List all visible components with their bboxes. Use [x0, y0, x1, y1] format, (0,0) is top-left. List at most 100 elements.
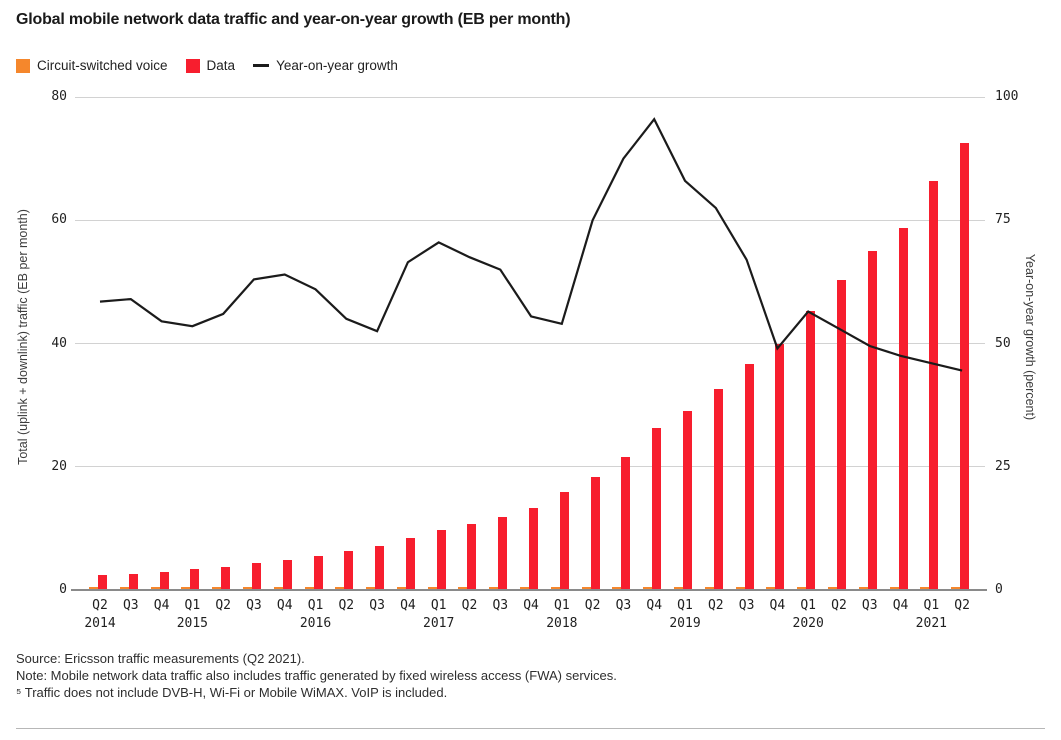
growth-line [99, 117, 963, 372]
legend-item-2: Year-on-year growth [253, 58, 398, 73]
x-tick-label: Q2 [338, 598, 355, 613]
traffic-growth-chart: Total (uplink + downlink) traffic (EB pe… [16, 89, 1037, 631]
data-bar [467, 524, 477, 589]
data-bar [128, 574, 138, 589]
legend-label: Data [206, 58, 236, 73]
legend-item-0: Circuit-switched voice [16, 58, 168, 73]
voice-bar [827, 587, 837, 589]
y-tick-label-left: 40 [51, 335, 67, 351]
y-tick-label-right: 25 [995, 458, 1011, 474]
x-tick-label: Q2 [215, 598, 231, 613]
square-marker-icon [16, 58, 30, 73]
gridline [75, 219, 985, 221]
square-marker-icon [185, 58, 200, 73]
y-tick-label-left: 80 [51, 89, 67, 104]
data-bar [836, 280, 846, 589]
voice-bar [489, 587, 499, 589]
data-bar [405, 538, 415, 589]
voice-bar [520, 587, 530, 589]
data-bar [344, 551, 354, 589]
data-bar [621, 457, 631, 589]
x-tick-label: Q4 [892, 598, 909, 613]
voice-bar [304, 587, 314, 589]
gridline [75, 466, 985, 468]
voice-bar [366, 587, 376, 589]
x-tick-label: Q2 [584, 598, 601, 613]
chart-title: Global mobile network data traffic and y… [16, 11, 571, 28]
data-bar [929, 181, 939, 589]
legend-label: Year-on-year growth [276, 58, 398, 73]
legend-label: Circuit-switched voice [37, 58, 168, 73]
voice-bar [458, 587, 468, 589]
data-bar [744, 364, 754, 589]
x-tick-label: Q2 [461, 598, 478, 613]
voice-bar [643, 587, 653, 589]
y-tick-label-right: 75 [995, 212, 1011, 228]
year-label: 2017 [423, 616, 455, 631]
x-tick-label: Q1 [430, 598, 447, 613]
gridline [75, 96, 985, 98]
voice-bar [797, 587, 807, 589]
voice-bar [273, 587, 283, 589]
y-tick-label-left: 0 [59, 582, 67, 597]
data-bar [190, 569, 200, 589]
x-tick-label: Q1 [677, 598, 693, 613]
year-label: 2016 [299, 616, 332, 631]
data-bar [159, 572, 169, 589]
year-label: 2014 [84, 616, 116, 631]
plot-area: 0 20 40 60 80 0 25 50 75 100 Q2 Q3 Q4 Q1 Q2 Q3 Q4 Q1 Q2 Q3 Q… [51, 89, 1018, 631]
source-note: Source: Ericsson traffic measurements (Q… [16, 651, 305, 666]
voice-bar [766, 587, 776, 589]
voice-bar [550, 587, 560, 589]
chart-legend: Circuit-switched voice Data Year-on-year g… [16, 58, 398, 73]
x-tick-label: Q3 [861, 598, 878, 613]
x-tick-label: Q2 [831, 598, 847, 613]
data-bar [867, 251, 877, 589]
voice-bar [89, 587, 98, 589]
x-tick-label: Q2 [707, 598, 724, 613]
voice-bar [612, 587, 622, 589]
data-bar [960, 143, 970, 589]
x-tick-label: Q3 [369, 598, 385, 613]
data-bar [282, 560, 292, 589]
voice-bar [181, 587, 191, 589]
voice-bar [150, 587, 160, 589]
bottom-divider [16, 728, 1045, 729]
x-tick-label: Q3 [615, 598, 632, 613]
data-bar [652, 428, 662, 589]
line-marker-icon [253, 64, 270, 67]
x-tick-label: Q4 [646, 598, 663, 613]
year-label: 2021 [915, 616, 947, 631]
x-tick-label: Q4 [276, 598, 293, 613]
voice-bar [735, 587, 745, 589]
voice-bar [704, 587, 714, 589]
data-bar [806, 311, 816, 589]
legend-item-1: Data [185, 58, 236, 73]
voice-bar [581, 587, 591, 589]
data-bar [590, 477, 600, 589]
voice-bar [858, 587, 868, 589]
gridline [75, 343, 985, 344]
data-bar [898, 228, 908, 589]
y-tick-label-left: 20 [51, 458, 67, 474]
voice-bar [920, 587, 930, 589]
x-tick-label: Q1 [923, 598, 940, 613]
data-bar [775, 344, 785, 589]
traffic-footnote: ⁵ Traffic does not include DVB-H, Wi-Fi … [16, 685, 448, 700]
voice-bar [212, 587, 222, 589]
y-tick-label-right: 50 [995, 335, 1011, 351]
data-bar [529, 508, 539, 589]
data-bar [98, 575, 107, 589]
voice-bar [119, 587, 129, 589]
x-tick-label: Q4 [400, 598, 416, 613]
data-bar [713, 389, 723, 589]
fwa-note: Note: Mobile network data traffic also i… [16, 668, 617, 683]
x-tick-label: Q3 [492, 598, 509, 613]
year-label: 2020 [792, 616, 824, 631]
data-bar [251, 563, 261, 589]
data-bar [559, 492, 569, 589]
year-label: 2015 [176, 616, 209, 631]
x-tick-label: Q3 [122, 598, 139, 613]
y-tick-label-left: 60 [51, 212, 67, 228]
data-bar [313, 556, 323, 589]
